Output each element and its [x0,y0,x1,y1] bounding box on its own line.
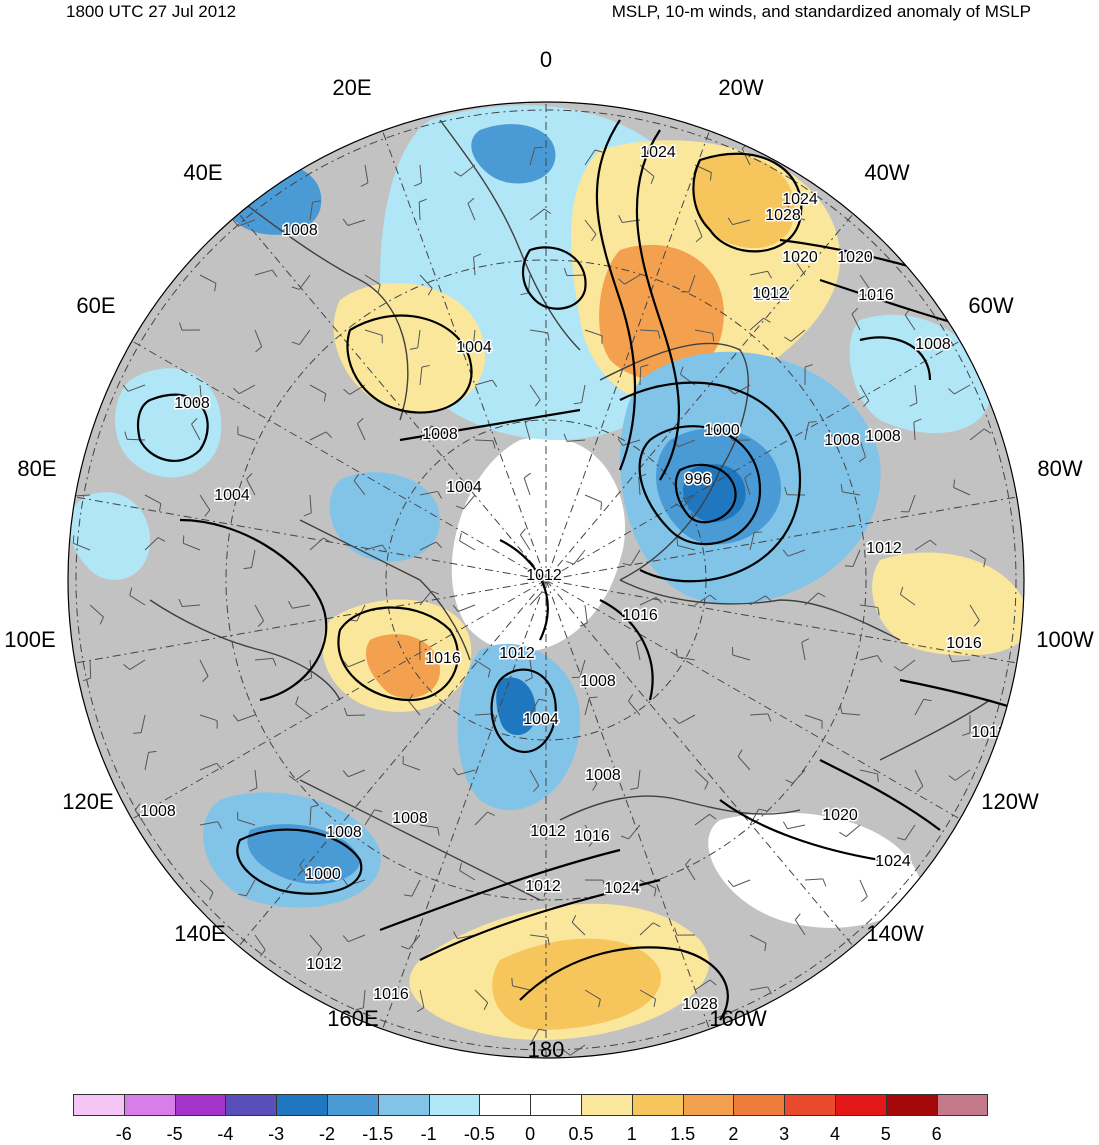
colorbar-swatch [73,1094,125,1116]
wind-barb [640,367,641,385]
longitude-label: 140E [174,921,225,947]
colorbar-swatch [378,1094,430,1116]
isobar-label: 1012 [530,823,566,840]
isobar-label: 1004 [214,487,250,504]
wind-barb-flag [754,532,762,533]
isobar-label: 1008 [140,803,176,820]
wind-barb-flag [183,535,184,543]
isobar-label: 1008 [915,336,951,353]
isobar-label: 1020 [782,249,818,266]
isobar-label: 1008 [580,673,616,690]
isobar-label: 1004 [523,711,559,728]
isobar-label: 1020 [837,249,873,266]
wind-barb-flag [512,978,513,986]
longitude-label: 60E [76,293,115,319]
isobar-label: 1016 [858,287,894,304]
isobar-label: 1008 [865,428,901,445]
isobar-label: 1008 [174,395,210,412]
longitude-label: 40W [864,160,909,186]
isobar-label: 1004 [446,479,482,496]
isobar-label: 1024 [640,144,676,161]
longitude-label: 80E [17,456,56,482]
longitude-label: 0 [540,47,552,73]
longitude-label: 100W [1036,627,1093,653]
longitude-label: 160E [327,1006,378,1032]
colorbar-swatch [784,1094,836,1116]
isobar-label: 1008 [422,426,458,443]
colorbar-swatch [327,1094,379,1116]
isobar-label: 1024 [875,853,911,870]
longitude-label: 60W [968,293,1013,319]
isobar-label: 1016 [622,607,658,624]
isobar-label: 1016 [946,635,982,652]
isobar-label: 1016 [425,650,461,667]
colorbar-swatch [276,1094,328,1116]
isobar-label: 1012 [526,567,562,584]
isobar-label: 1016 [574,828,610,845]
colorbar-swatch [479,1094,531,1116]
longitude-label: 160W [709,1006,766,1032]
wind-barb-flag [677,538,678,546]
isobar-label: 1012 [499,645,535,662]
isobar-label: 1028 [765,207,801,224]
colorbar-swatch [225,1094,277,1116]
colorbar-swatch [835,1094,887,1116]
wind-barb-flag [69,489,72,496]
longitude-label: 20E [332,75,371,101]
isobar-label: 1008 [824,432,860,449]
longitude-label: 120W [981,789,1038,815]
isobar-label: 1024 [782,191,818,208]
colorbar-swatch [175,1094,227,1116]
isobar-label: 1012 [752,285,788,302]
wind-barb-flag [601,502,602,510]
colorbar-swatch [124,1094,176,1116]
longitude-label: 180 [528,1037,565,1063]
colorbar-swatch [632,1094,684,1116]
colorbar-swatch [530,1094,582,1116]
colorbar-swatch [937,1094,989,1116]
colorbar-swatch [886,1094,938,1116]
colorbar-swatch [581,1094,633,1116]
colorbar-swatch [683,1094,735,1116]
isobar-label: 1012 [306,956,342,973]
isobar-label: 1020 [652,95,688,112]
isobar-label: 1012 [866,540,902,557]
wind-barb-flag [73,535,74,543]
isobar-label: 1008 [326,824,362,841]
isobar-label: 996 [685,471,712,488]
isobar-label: 1008 [282,222,318,239]
map-disk: 1020102410241028102010161012100810081000… [60,95,1040,1065]
isobar-label: 1000 [704,422,740,439]
polar-stereographic-map: 1020102410241028102010161012100810081000… [0,0,1099,1090]
isobar-label: 1008 [392,810,428,827]
isobar-label: 1000 [305,866,341,883]
colorbar-swatch [733,1094,785,1116]
isobar-label: 1024 [604,880,640,897]
isobar-label: 1020 [822,807,858,824]
colorbar-swatch [429,1094,481,1116]
isobar-label: 1008 [585,767,621,784]
longitude-label: 120E [62,789,113,815]
longitude-label: 20W [718,75,763,101]
isobar-label: 1004 [456,339,492,356]
isobar-label: 1016 [373,986,409,1003]
longitude-label: 40E [183,160,222,186]
longitude-label: 100E [4,627,55,653]
wind-barb [567,275,585,276]
longitude-label: 80W [1037,456,1082,482]
wind-barb [90,660,91,678]
longitude-label: 140W [866,921,923,947]
isobar-label: 1012 [525,878,561,895]
